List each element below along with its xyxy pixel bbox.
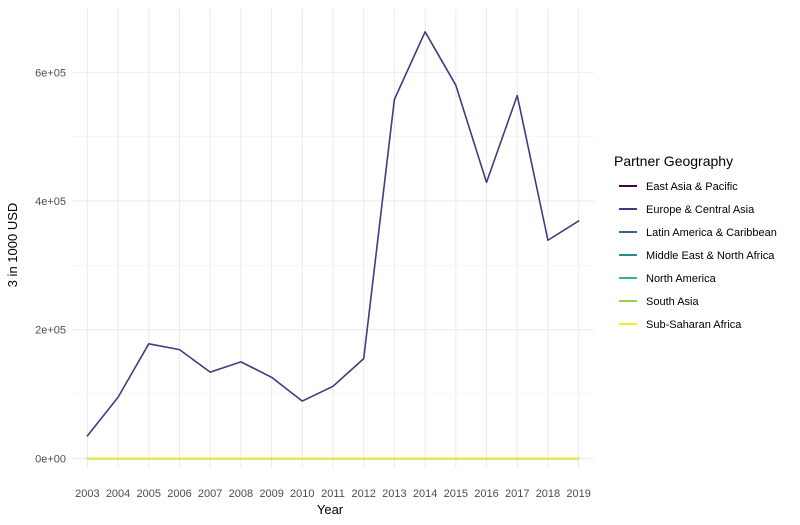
y-axis-ticks: 0e+00 2e+05 4e+05 6e+05 bbox=[35, 67, 66, 465]
legend-label: Sub-Saharan Africa bbox=[646, 319, 742, 331]
x-axis-title: Year bbox=[317, 502, 344, 517]
x-tick-label: 2019 bbox=[566, 488, 590, 500]
x-tick-label: 2009 bbox=[259, 488, 283, 500]
x-tick-label: 2013 bbox=[382, 488, 406, 500]
y-tick-label: 2e+05 bbox=[35, 325, 66, 337]
legend-items: East Asia & Pacific Europe & Central Asia… bbox=[619, 181, 777, 331]
x-tick-label: 2010 bbox=[290, 488, 314, 500]
y-axis-title: 3 in 1000 USD bbox=[5, 203, 20, 288]
x-axis-ticks: 2003 2004 2005 2006 2007 2008 2009 2010 2011 2012… bbox=[75, 488, 591, 500]
x-tick-label: 2008 bbox=[229, 488, 253, 500]
x-tick-label: 2005 bbox=[137, 488, 161, 500]
legend: Partner Geography East Asia & Pacific Eur… bbox=[614, 153, 777, 331]
x-tick-label: 2015 bbox=[444, 488, 468, 500]
legend-label: South Asia bbox=[646, 296, 699, 308]
major-gridlines bbox=[72, 8, 594, 468]
x-tick-label: 2004 bbox=[106, 488, 130, 500]
legend-label: Latin America & Caribbean bbox=[646, 227, 777, 239]
x-tick-label: 2017 bbox=[505, 488, 529, 500]
x-tick-label: 2003 bbox=[75, 488, 99, 500]
y-tick-label: 4e+05 bbox=[35, 196, 66, 208]
x-tick-label: 2011 bbox=[321, 488, 345, 500]
x-tick-label: 2016 bbox=[474, 488, 498, 500]
x-tick-label: 2014 bbox=[413, 488, 437, 500]
y-tick-label: 6e+05 bbox=[35, 67, 66, 79]
legend-title: Partner Geography bbox=[614, 153, 733, 169]
legend-label: Middle East & North Africa bbox=[646, 250, 775, 262]
legend-label: Europe & Central Asia bbox=[646, 204, 755, 216]
x-tick-label: 2012 bbox=[351, 488, 375, 500]
y-tick-label: 0e+00 bbox=[35, 453, 66, 465]
legend-label: East Asia & Pacific bbox=[646, 181, 738, 193]
legend-label: North America bbox=[646, 273, 717, 285]
x-tick-label: 2007 bbox=[198, 488, 222, 500]
x-tick-label: 2006 bbox=[167, 488, 191, 500]
x-tick-label: 2018 bbox=[536, 488, 560, 500]
series-lines bbox=[86, 30, 580, 460]
series-line bbox=[86, 30, 580, 437]
